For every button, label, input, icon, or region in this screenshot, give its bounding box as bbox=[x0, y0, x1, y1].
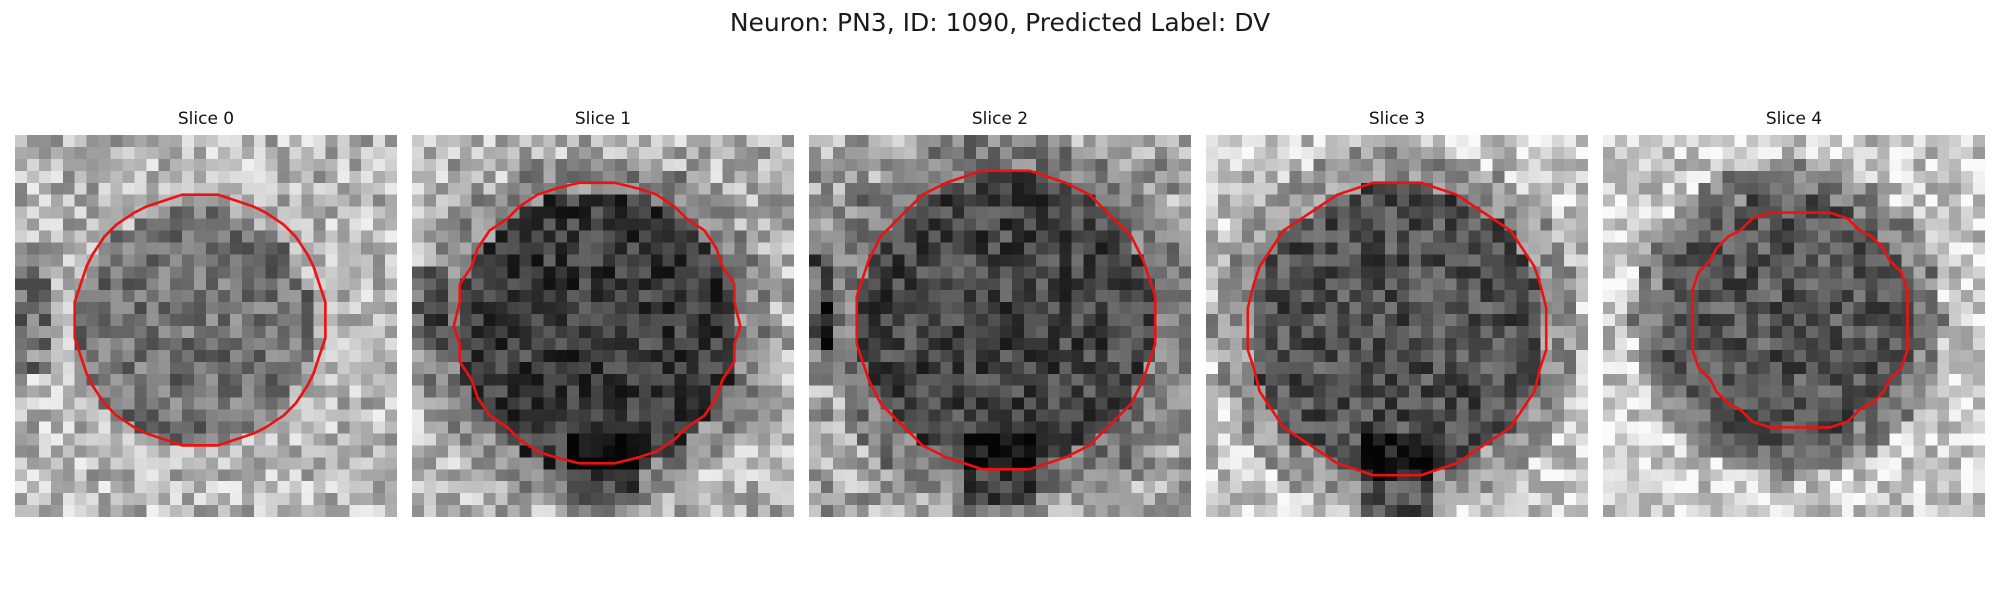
slice-image-3 bbox=[1206, 135, 1588, 517]
slice-title-4: Slice 4 bbox=[1765, 109, 1823, 129]
slice-title-0: Slice 0 bbox=[177, 109, 235, 129]
slice-title-1: Slice 1 bbox=[574, 109, 632, 129]
pixel-grid bbox=[809, 135, 1191, 517]
slice-image-2 bbox=[809, 135, 1191, 517]
pixel-grid bbox=[1603, 135, 1985, 517]
slice-panel-2: Slice 2 bbox=[809, 107, 1191, 517]
segmentation-outline bbox=[452, 181, 742, 465]
slice-image-0 bbox=[15, 135, 397, 517]
segmentation-outline bbox=[73, 193, 327, 447]
slice-image-4 bbox=[1603, 135, 1985, 517]
segmentation-outline bbox=[1691, 211, 1909, 429]
segmentation-outline bbox=[855, 169, 1157, 471]
slice-panel-0: Slice 0 bbox=[15, 107, 397, 517]
slice-panel-4: Slice 4 bbox=[1603, 107, 1985, 517]
slice-title-2: Slice 2 bbox=[971, 109, 1029, 129]
slice-panel-1: Slice 1 bbox=[412, 107, 794, 517]
figure-title: Neuron: PN3, ID: 1090, Predicted Label: … bbox=[729, 8, 1271, 37]
pixel-grid bbox=[412, 135, 794, 517]
slice-image-1 bbox=[412, 135, 794, 517]
slice-panel-3: Slice 3 bbox=[1206, 107, 1588, 517]
segmentation-outline bbox=[1246, 181, 1548, 477]
slice-title-3: Slice 3 bbox=[1368, 109, 1426, 129]
pixel-grid bbox=[15, 135, 397, 517]
pixel-grid bbox=[1206, 135, 1588, 517]
